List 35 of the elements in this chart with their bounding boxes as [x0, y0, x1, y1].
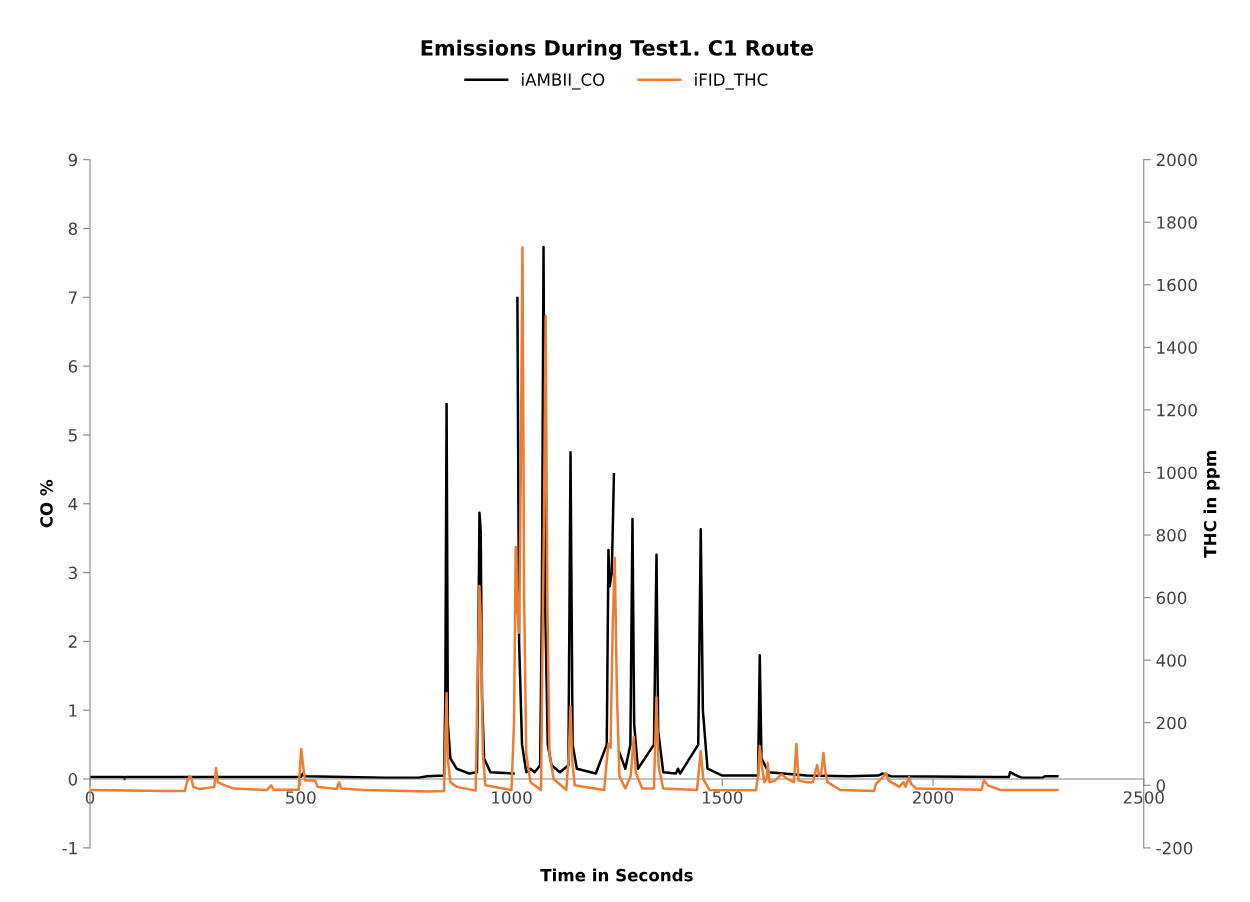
y2-tick-label: 1600: [1157, 278, 1197, 292]
y2-tick-label: 0: [1156, 779, 1166, 792]
y-tick-label: 2: [68, 635, 77, 648]
y-tick-label: 4: [68, 497, 78, 511]
y2-tick-label: 800: [1156, 529, 1187, 542]
y2-tick-label: 400: [1156, 654, 1187, 667]
y-axis-title: CO %: [40, 479, 53, 528]
y-tick-label: 6: [68, 360, 78, 373]
y-tick-label: 7: [68, 291, 77, 304]
y-tick-label: 0: [68, 773, 78, 786]
y-tick-label: 9: [68, 153, 78, 167]
chart-title: Emissions During Test1. C1 Route: [421, 39, 814, 60]
y-tick-label: 1: [69, 704, 77, 717]
y-tick-label: 5: [68, 429, 77, 442]
y2-tick-label: 200: [1156, 716, 1187, 730]
y2-tick-label: 2000: [1156, 153, 1197, 167]
y2-axis-title: THC in ppm: [1203, 451, 1220, 558]
legend-label: iFID_THC: [695, 73, 768, 90]
y2-tick-label: 600: [1156, 591, 1187, 605]
x-tick-label: 1500: [702, 791, 743, 804]
y-tick-label: 8: [68, 222, 78, 236]
y-tick-label: 3: [68, 566, 77, 580]
x-tick-label: 2500: [1123, 791, 1164, 804]
x-tick-label: 0: [85, 791, 95, 804]
x-tick-label: 2000: [913, 791, 954, 804]
y-tick-label: -1: [62, 842, 77, 855]
x-axis-title: Time in Seconds: [540, 868, 693, 882]
legend-label: iAMBII_CO: [522, 73, 605, 90]
y2-tick-label: -200: [1156, 841, 1193, 855]
y2-tick-label: 1800: [1157, 216, 1197, 229]
y2-tick-label: 1200: [1157, 403, 1197, 417]
x-tick-label: 500: [286, 791, 316, 804]
x-tick-label: 1000: [492, 791, 532, 804]
y2-tick-label: 1000: [1157, 466, 1197, 480]
y2-tick-label: 1400: [1157, 341, 1197, 354]
